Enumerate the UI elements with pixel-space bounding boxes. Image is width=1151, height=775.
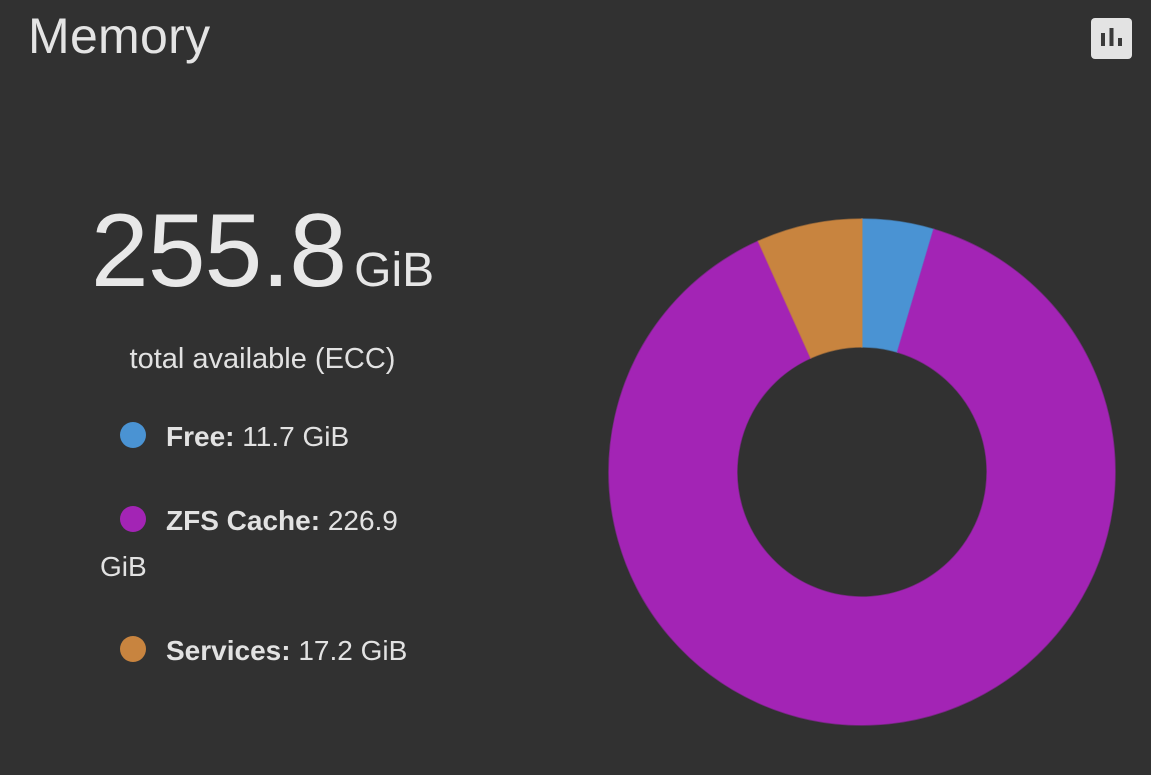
legend-label: Free: (166, 421, 235, 452)
card-title: Memory (28, 8, 211, 64)
total-unit: GiB (354, 244, 435, 297)
total-value: 255.8 (90, 193, 347, 309)
slice-zfs-cache[interactable] (608, 228, 1116, 726)
zfs-cache-color-dot (120, 506, 146, 532)
legend-label: ZFS Cache: (166, 505, 321, 536)
legend-item-free: Free: 11.7 GiB (100, 414, 430, 460)
memory-doughnut-chart (608, 218, 1116, 726)
legend-item-services: Services: 17.2 GiB (100, 628, 430, 674)
legend-value: 11.7 GiB (242, 421, 350, 452)
slice-services[interactable] (757, 218, 863, 359)
legend-value: 226.9 GiB (100, 505, 398, 582)
legend: Free: 11.7 GiB ZFS Cache: 226.9 GiB Serv… (100, 414, 430, 674)
total-caption: total available (ECC) (129, 343, 396, 375)
services-color-dot (120, 636, 146, 662)
free-color-dot (120, 422, 146, 448)
legend-value: 17.2 GiB (298, 635, 408, 666)
legend-label: Services: (166, 635, 291, 666)
total-summary: 255.8 GiB total available (ECC) (55, 196, 470, 379)
legend-item-zfs-cache: ZFS Cache: 226.9 GiB (100, 498, 430, 590)
bar-chart-icon[interactable] (1091, 18, 1132, 59)
